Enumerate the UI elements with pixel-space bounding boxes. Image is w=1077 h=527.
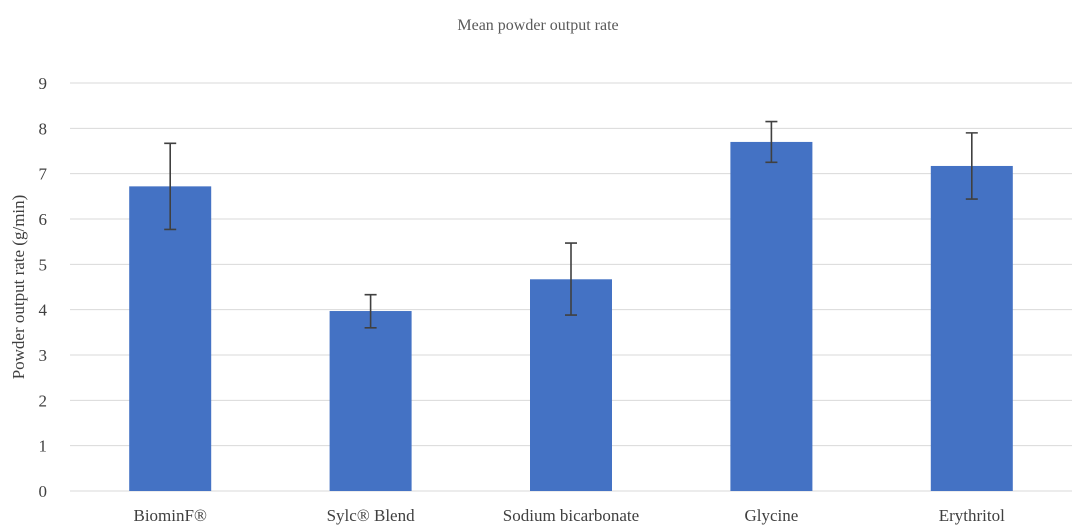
error-bars	[164, 120, 978, 329]
error-bar	[565, 242, 577, 316]
error-bar	[765, 120, 778, 164]
y-tick-label: 8	[39, 119, 48, 138]
error-bar	[965, 132, 978, 200]
y-tick-label: 4	[39, 301, 48, 320]
x-tick-label: Glycine	[744, 506, 798, 525]
x-axis-ticks: BiominF® Sylc® Blend Sodium bicarbonate Gly…	[134, 506, 1006, 525]
y-tick-label: 5	[39, 255, 48, 274]
x-tick-label: Sylc® Blend	[327, 506, 415, 525]
y-axis-title: Powder output rate (g/min)	[9, 195, 28, 380]
y-tick-label: 6	[39, 210, 48, 229]
y-tick-label: 9	[39, 74, 48, 93]
x-tick-label: Sodium bicarbonate	[503, 506, 639, 525]
y-tick-label: 1	[39, 437, 48, 456]
y-tick-label: 2	[39, 391, 48, 410]
y-axis-ticks: 0 1 2 3 4 5 6 7 8 9	[39, 74, 48, 501]
error-bar	[164, 142, 177, 231]
bars	[129, 141, 1013, 492]
chart-title: Mean powder output rate	[457, 17, 618, 34]
x-tick-label: Erythritol	[939, 506, 1005, 525]
bar	[730, 141, 813, 491]
y-tick-label: 7	[39, 165, 48, 184]
bar	[329, 311, 412, 491]
y-tick-label: 3	[39, 346, 48, 365]
error-bar	[364, 293, 377, 329]
bar	[930, 165, 1013, 491]
bar	[129, 186, 212, 492]
x-tick-label: BiominF®	[134, 506, 207, 525]
y-tick-label: 0	[39, 482, 48, 501]
